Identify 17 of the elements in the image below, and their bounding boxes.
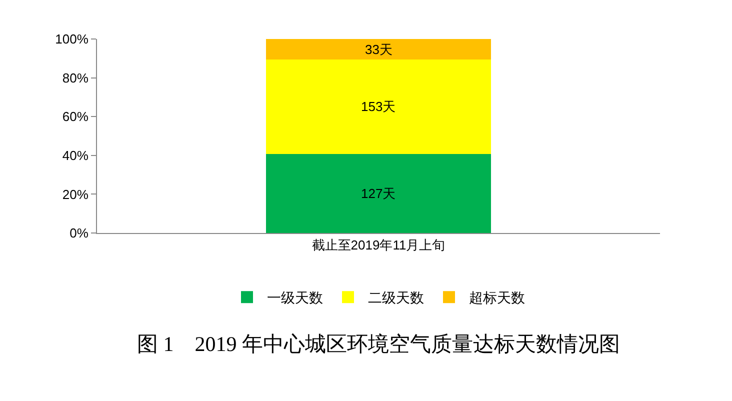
y-tick-label: 80% — [62, 70, 89, 86]
bar — [266, 39, 492, 60]
y-tick-label: 100% — [55, 32, 89, 47]
bar — [266, 59, 492, 154]
annotation: 127天 — [361, 186, 396, 201]
y-tick-label: 40% — [62, 148, 89, 163]
legend-label: 二级天数 — [368, 290, 424, 306]
text: 图 1 2019 年中心城区环境空气质量达标天数情况图 — [137, 332, 620, 356]
legend-label: 一级天数 — [267, 290, 323, 306]
y-tick-label: 60% — [62, 109, 89, 124]
y-tick-label: 0% — [70, 226, 89, 241]
x-tick-label: 截止至2019年11月上旬 — [312, 238, 446, 253]
legend-label: 超标天数 — [469, 290, 525, 306]
bar — [266, 154, 492, 233]
y-tick-label: 20% — [62, 186, 89, 202]
annotation: 153天 — [361, 99, 396, 114]
annotation: 33天 — [365, 42, 392, 57]
